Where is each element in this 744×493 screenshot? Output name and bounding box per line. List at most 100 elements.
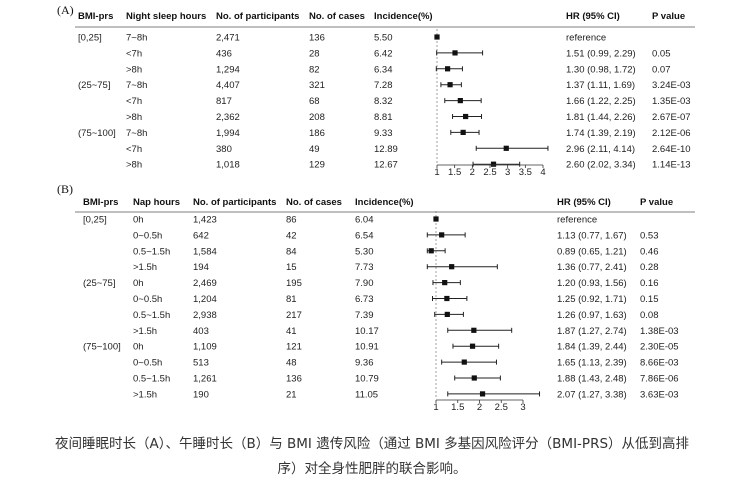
- cell-p: 2.64E-10: [652, 144, 691, 155]
- cell-level: 0h: [133, 278, 144, 289]
- cell-participants: 1,584: [193, 246, 217, 257]
- cell-level: >8h: [126, 112, 142, 123]
- x-axis-tick-label: 1: [433, 402, 438, 413]
- cell-hr: 1.88 (1.43, 2.48): [557, 374, 627, 385]
- hr-point-marker: [469, 343, 476, 349]
- column-header-incidence: Incidence(%): [374, 11, 433, 22]
- cell-participants: 1,204: [193, 294, 217, 305]
- cell-cases: 28: [309, 48, 320, 59]
- cell-participants: 2,362: [216, 112, 240, 123]
- cell-cases: 41: [286, 326, 297, 337]
- cell-hr: 1.13 (0.77, 1.67): [557, 230, 627, 241]
- cell-cases: 68: [309, 96, 320, 107]
- panel-label: (A): [57, 3, 74, 17]
- x-axis-tick-label: 2: [470, 167, 475, 178]
- hr-point-marker: [503, 145, 509, 151]
- hr-point-marker: [445, 66, 451, 72]
- cell-hr: 2.60 (2.02, 3.34): [566, 160, 636, 171]
- cell-hr: 1.74 (1.39, 2.19): [566, 128, 636, 139]
- cell-level: 0~0.5h: [133, 358, 162, 369]
- cell-level: <7h: [126, 96, 142, 107]
- cell-level: >1.5h: [133, 326, 157, 337]
- column-header-p: P value: [640, 197, 673, 208]
- hr-point-marker: [471, 375, 477, 381]
- cell-hr: 1.30 (0.98, 1.72): [566, 64, 636, 75]
- cell-p: 1.14E-13: [652, 160, 691, 171]
- figure-caption: 夜间睡眠时长（A）、午睡时长（B）与 BMI 遗传风险（通过 BMI 多基因风险…: [20, 432, 724, 482]
- cell-level: 0.5~1.5h: [133, 310, 170, 321]
- hr-point-marker: [461, 359, 467, 365]
- cell-participants: 642: [193, 230, 209, 241]
- column-header-participants: No. of participants: [216, 11, 299, 22]
- cell-incidence: 5.50: [374, 33, 393, 44]
- cell-cases: 136: [309, 33, 325, 44]
- cell-participants: 190: [193, 389, 209, 400]
- cell-p: 8.66E-03: [640, 358, 679, 369]
- cell-level: 0~0.5h: [133, 230, 162, 241]
- cell-hr: 1.36 (0.77, 2.41): [557, 262, 627, 273]
- cell-participants: 4,407: [216, 80, 240, 91]
- cell-cases: 81: [286, 294, 297, 305]
- cell-level: >1.5h: [133, 262, 157, 273]
- cell-hr: 1.87 (1.27, 2.74): [557, 326, 627, 337]
- cell-cases: 195: [286, 278, 302, 289]
- cell-incidence: 10.17: [355, 326, 379, 337]
- cell-hr: 1.37 (1.11, 1.69): [566, 80, 635, 91]
- cell-level: 0.5~1.5h: [133, 246, 170, 257]
- column-header-hr: HR (95% CI): [566, 11, 620, 22]
- hr-point-marker: [479, 391, 486, 397]
- column-header-incidence: Incidence(%): [355, 197, 414, 208]
- x-axis-tick-label: 1.5: [448, 167, 461, 178]
- cell-p: 7.86E-06: [640, 374, 679, 385]
- cell-participants: 1,109: [193, 342, 217, 353]
- x-axis-tick-label: 3: [505, 167, 510, 178]
- hr-point-marker: [463, 113, 469, 120]
- cell-hr: 1.81 (1.44, 2.26): [566, 112, 636, 123]
- cell-cases: 208: [309, 112, 325, 123]
- cell-incidence: 12.89: [374, 144, 398, 155]
- cell-incidence: 9.33: [374, 128, 393, 139]
- cell-p: 0.28: [640, 262, 659, 273]
- cell-cases: 86: [286, 215, 297, 226]
- cell-incidence: 7.39: [355, 310, 374, 321]
- x-axis-tick-label: 3.5: [519, 167, 532, 178]
- cell-p: 0.08: [640, 310, 659, 321]
- cell-p: 2.30E-05: [640, 342, 679, 353]
- cell-hr: 1.51 (0.99, 2.29): [566, 48, 636, 59]
- cell-incidence: 8.32: [374, 96, 393, 107]
- x-axis-tick-label: 1.5: [451, 402, 464, 413]
- cell-hr: 1.66 (1.22, 2.25): [566, 96, 636, 107]
- x-axis-tick-label: 2.5: [483, 167, 496, 178]
- hr-point-marker: [490, 161, 497, 167]
- hr-point-marker: [457, 98, 463, 104]
- cell-incidence: 10.79: [355, 374, 379, 385]
- cell-hr: 1.25 (0.92, 1.71): [557, 294, 627, 305]
- panel-label: (B): [57, 182, 73, 196]
- cell-level: 0h: [133, 342, 144, 353]
- cell-incidence: 5.30: [355, 246, 374, 257]
- hr-point-marker: [442, 280, 448, 286]
- hr-point-marker: [434, 34, 440, 40]
- cell-cases: 321: [309, 80, 325, 91]
- cell-p: 3.63E-03: [640, 389, 679, 400]
- cell-level: <7h: [126, 48, 142, 59]
- cell-hr: 1.65 (1.13, 2.39): [557, 358, 627, 369]
- cell-hr: 2.07 (1.27, 3.38): [557, 389, 627, 400]
- cell-participants: 1,423: [193, 215, 217, 226]
- column-header-bmi: BMI-prs: [83, 197, 118, 208]
- cell-level: 0h: [133, 215, 144, 226]
- cell-level: 0.5~1.5h: [133, 374, 170, 385]
- cell-incidence: 6.73: [355, 294, 374, 305]
- cell-hr: 1.84 (1.39, 2.44): [557, 342, 627, 353]
- cell-p: 0.46: [640, 246, 659, 257]
- cell-p: 0.53: [640, 230, 659, 241]
- cell-p: 1.38E-03: [640, 326, 679, 337]
- cell-participants: 513: [193, 358, 209, 369]
- cell-cases: 48: [286, 358, 297, 369]
- column-header-participants: No. of participants: [193, 197, 276, 208]
- cell-cases: 186: [309, 128, 325, 139]
- cell-hr: reference: [566, 33, 606, 44]
- cell-hr: 1.26 (0.97, 1.63): [557, 310, 627, 321]
- hr-point-marker: [433, 216, 439, 222]
